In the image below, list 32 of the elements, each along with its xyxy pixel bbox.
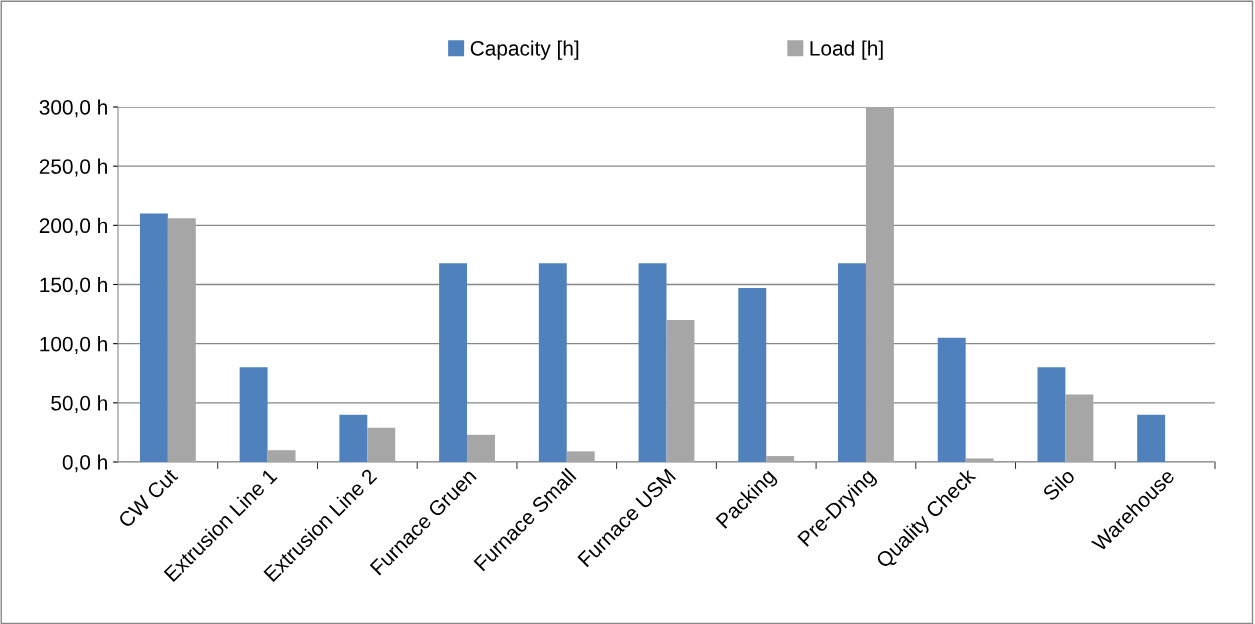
bar bbox=[139, 213, 168, 462]
bar bbox=[766, 456, 795, 462]
bar bbox=[865, 107, 894, 462]
bar bbox=[1037, 367, 1066, 462]
bar bbox=[1065, 394, 1094, 462]
bar bbox=[267, 450, 296, 462]
bar bbox=[1137, 414, 1166, 462]
bar bbox=[965, 458, 994, 462]
bar bbox=[339, 414, 368, 462]
y-tick-label: 250,0 h bbox=[39, 158, 107, 177]
y-tick-label: 100,0 h bbox=[40, 336, 107, 354]
bar bbox=[367, 427, 396, 462]
bar bbox=[538, 263, 567, 462]
bar bbox=[838, 263, 866, 462]
legend-label: Capacity [h] bbox=[470, 40, 579, 60]
bar bbox=[937, 337, 966, 462]
bar bbox=[638, 263, 667, 462]
bar bbox=[738, 288, 767, 462]
x-tick-label: Silo bbox=[1041, 467, 1076, 502]
legend-label: Load [h] bbox=[810, 40, 883, 60]
y-tick-label: 0,0 h bbox=[62, 454, 107, 473]
bar bbox=[666, 320, 695, 462]
y-tick-label: 200,0 h bbox=[39, 217, 107, 236]
y-tick-label: 300,0 h bbox=[39, 99, 107, 118]
bar bbox=[439, 263, 468, 462]
bar bbox=[239, 367, 268, 462]
bar bbox=[167, 218, 196, 462]
y-tick-label: 50,0 h bbox=[51, 395, 107, 414]
bar bbox=[467, 434, 495, 462]
y-tick-label: 150,0 h bbox=[40, 276, 107, 295]
bar bbox=[566, 451, 595, 462]
x-tick-label: CW Cut bbox=[117, 467, 179, 529]
